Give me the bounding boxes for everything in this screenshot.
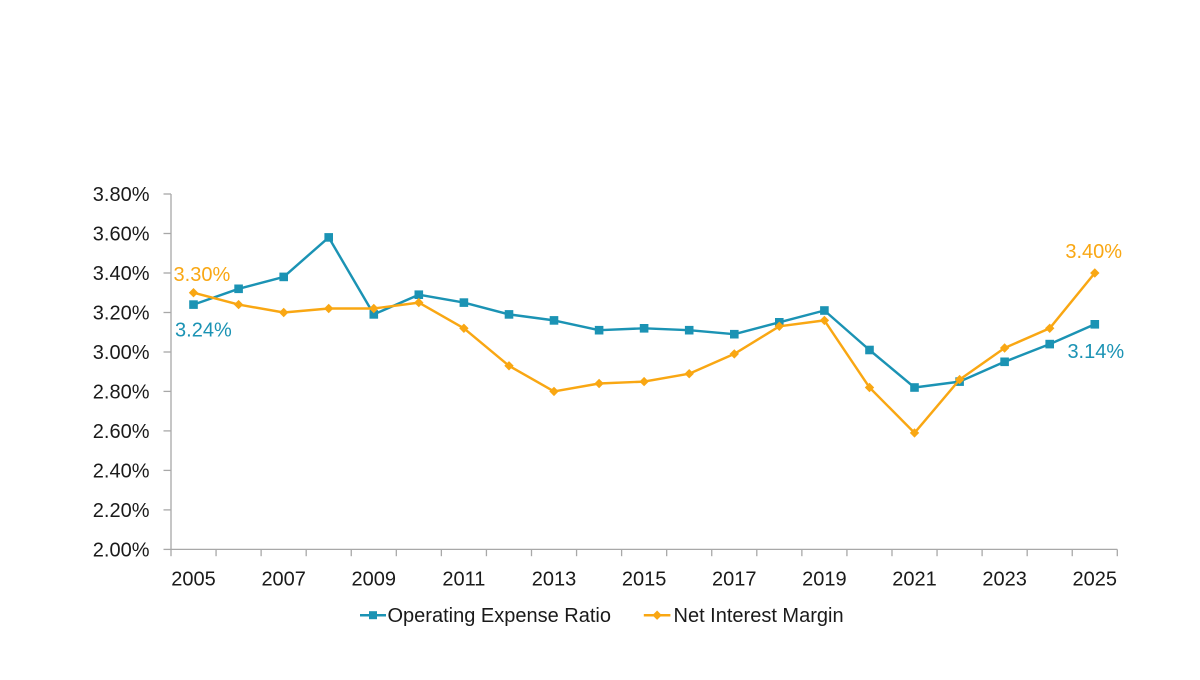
- svg-text:3.20%: 3.20%: [93, 303, 150, 325]
- svg-text:3.40%: 3.40%: [1065, 241, 1122, 263]
- svg-text:2.80%: 2.80%: [93, 381, 150, 403]
- svg-text:2011: 2011: [442, 569, 485, 591]
- svg-text:3.24%: 3.24%: [175, 320, 232, 342]
- svg-text:2.60%: 2.60%: [93, 421, 150, 443]
- svg-text:2025: 2025: [1073, 569, 1118, 591]
- svg-text:2019: 2019: [802, 569, 847, 591]
- svg-text:Operating Expense Ratio: Operating Expense Ratio: [388, 605, 611, 627]
- svg-text:2009: 2009: [352, 569, 397, 591]
- svg-text:2015: 2015: [622, 569, 667, 591]
- svg-text:2.00%: 2.00%: [93, 539, 150, 561]
- svg-text:2007: 2007: [261, 569, 306, 591]
- svg-text:3.60%: 3.60%: [93, 224, 150, 246]
- svg-text:Net Interest Margin: Net Interest Margin: [674, 605, 844, 627]
- svg-text:2.20%: 2.20%: [93, 500, 150, 522]
- svg-text:3.80%: 3.80%: [93, 184, 150, 206]
- svg-text:2013: 2013: [532, 569, 577, 591]
- svg-text:2023: 2023: [982, 569, 1027, 591]
- svg-text:3.40%: 3.40%: [93, 263, 150, 285]
- svg-text:3.30%: 3.30%: [174, 264, 231, 286]
- svg-text:2.40%: 2.40%: [93, 460, 150, 482]
- svg-text:2017: 2017: [712, 569, 757, 591]
- svg-text:3.00%: 3.00%: [93, 342, 150, 364]
- svg-text:2021: 2021: [892, 569, 937, 591]
- svg-text:3.14%: 3.14%: [1067, 341, 1124, 363]
- svg-text:2005: 2005: [171, 569, 216, 591]
